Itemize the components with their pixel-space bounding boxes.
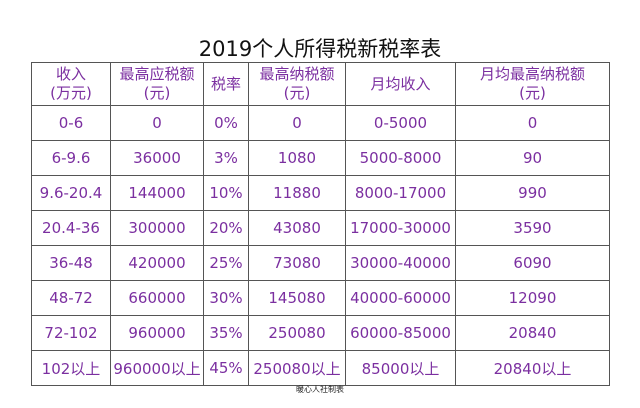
table-cell: 72-102 (31, 315, 111, 351)
table-cell: 20840以上 (455, 350, 610, 386)
table-cell: 36-48 (31, 245, 111, 281)
table-cell: 6090 (455, 245, 610, 281)
header-unit: (元) (519, 84, 546, 102)
header-text: 最高应税额 (119, 65, 195, 83)
table-cell: 5000-8000 (345, 140, 456, 176)
table-cell: 3590 (455, 210, 610, 246)
table-cell: 20840 (455, 315, 610, 351)
table-cell: 35% (203, 315, 249, 351)
table-cell: 30% (203, 280, 249, 316)
table-row: 20.4-36 300000 20% 43080 17000-30000 359… (31, 210, 610, 246)
table-cell: 960000以上 (110, 350, 204, 386)
table-cell: 45% (203, 350, 249, 386)
table-cell: 48-72 (31, 280, 111, 316)
table-cell: 0 (455, 105, 610, 141)
table-header-row: 收入 (万元) 最高应税额 (元) 税率 最高纳税额 (元) 月均收入 月均最高纳税额… (31, 62, 610, 106)
table-row: 36-48 420000 25% 73080 30000-40000 6090 (31, 245, 610, 281)
table-cell: 60000-85000 (345, 315, 456, 351)
table-cell: 30000-40000 (345, 245, 456, 281)
table-cell: 20.4-36 (31, 210, 111, 246)
table-cell: 25% (203, 245, 249, 281)
header-text: 收入 (55, 65, 86, 83)
table-cell: 102以上 (31, 350, 111, 386)
table-cell: 960000 (110, 315, 204, 351)
header-text: 月均收入 (370, 74, 431, 93)
table-row: 72-102 960000 35% 250080 60000-85000 208… (31, 315, 610, 351)
table-cell: 145080 (248, 280, 346, 316)
table-cell: 250080 (248, 315, 346, 351)
table-cell: 73080 (248, 245, 346, 281)
table-cell: 12090 (455, 280, 610, 316)
table-row: 0-6 0 0% 0 0-5000 0 (31, 105, 610, 141)
header-unit: (元) (283, 84, 311, 102)
table-cell: 144000 (110, 175, 204, 211)
table-cell: 0-6 (31, 105, 111, 141)
header-income: 收入 (万元) (31, 62, 111, 106)
table-cell: 990 (455, 175, 610, 211)
table-row: 48-72 660000 30% 145080 40000-60000 1209… (31, 280, 610, 316)
table-cell: 20% (203, 210, 249, 246)
header-max-taxable: 最高应税额 (元) (110, 62, 204, 106)
table-cell: 0 (110, 105, 204, 141)
table-row: 102以上 960000以上 45% 250080以上 85000以上 2084… (31, 350, 610, 386)
header-tax-rate: 税率 (203, 62, 249, 106)
header-text: 最高纳税额 (259, 65, 335, 83)
table-cell: 17000-30000 (345, 210, 456, 246)
table-row: 9.6-20.4 144000 10% 11880 8000-17000 990 (31, 175, 610, 211)
table-cell: 85000以上 (345, 350, 456, 386)
table-cell: 0 (248, 105, 346, 141)
table-cell: 90 (455, 140, 610, 176)
table-cell: 36000 (110, 140, 204, 176)
table-cell: 10% (203, 175, 249, 211)
table-cell: 43080 (248, 210, 346, 246)
table-cell: 9.6-20.4 (31, 175, 111, 211)
table-cell: 1080 (248, 140, 346, 176)
header-max-tax: 最高纳税额 (元) (248, 62, 346, 106)
table-cell: 6-9.6 (31, 140, 111, 176)
table-cell: 0% (203, 105, 249, 141)
header-monthly-max-tax: 月均最高纳税额 (元) (455, 62, 610, 106)
tax-rate-table: 收入 (万元) 最高应税额 (元) 税率 最高纳税额 (元) 月均收入 月均最高纳税额… (31, 62, 610, 386)
table-cell: 420000 (110, 245, 204, 281)
header-monthly-income: 月均收入 (345, 62, 456, 106)
table-cell: 11880 (248, 175, 346, 211)
table-cell: 0-5000 (345, 105, 456, 141)
table-cell: 250080以上 (248, 350, 346, 386)
header-unit: (万元) (50, 84, 92, 102)
table-cell: 300000 (110, 210, 204, 246)
table-cell: 660000 (110, 280, 204, 316)
header-text: 月均最高纳税额 (479, 65, 585, 83)
header-unit: (元) (143, 84, 171, 102)
page-title: 2019个人所得税新税率表 (198, 37, 442, 61)
table-cell: 40000-60000 (345, 280, 456, 316)
table-cell: 8000-17000 (345, 175, 456, 211)
table-row: 6-9.6 36000 3% 1080 5000-8000 90 (31, 140, 610, 176)
footer-credit: 暖心人社制表 (296, 385, 344, 394)
header-text: 税率 (210, 74, 241, 93)
table-cell: 3% (203, 140, 249, 176)
